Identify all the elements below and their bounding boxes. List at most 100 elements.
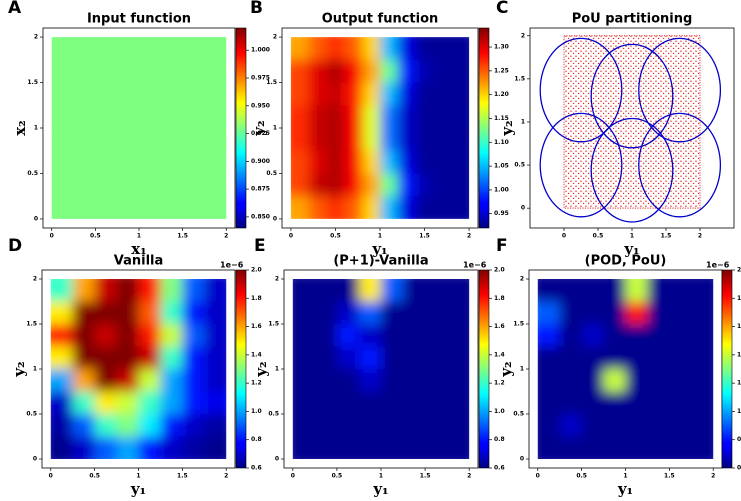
heatmap-cell <box>138 436 162 459</box>
heatmap-cell <box>362 59 381 84</box>
heatmap-cell <box>344 196 363 219</box>
y-tick-label: 1 <box>34 125 38 132</box>
y-tick-label: 2 <box>520 276 524 283</box>
x-axis-label: y₁ <box>130 480 146 498</box>
colorbar-tick-label: 1.05 <box>494 163 509 170</box>
heatmap-cell <box>447 324 470 348</box>
heatmap-cell <box>116 301 140 325</box>
heatmap-cell <box>380 37 399 61</box>
colorbar-tick-label: 1.6 <box>494 323 505 330</box>
heatmap-cell <box>182 391 205 415</box>
heatmap-cell <box>669 369 692 393</box>
heatmap-cells <box>50 279 227 459</box>
heatmap-cell <box>314 414 338 438</box>
heatmap-cell <box>204 301 227 325</box>
heatmap-cell <box>292 391 316 415</box>
heatmap-cell <box>72 324 96 348</box>
heatmap-cell <box>381 436 404 459</box>
heatmap-cell <box>415 59 435 84</box>
heatmap-cell <box>94 369 118 393</box>
heatmap-cell <box>381 301 404 325</box>
heatmap-cell <box>537 436 561 459</box>
y-tick-label: 1.5 <box>513 321 524 328</box>
x-axis-label: y₁ <box>372 480 388 498</box>
heatmap-cell <box>292 414 316 438</box>
heatmap-cell <box>451 173 470 197</box>
heatmap-cell <box>559 391 583 415</box>
x-tick-label: 0.5 <box>330 233 341 240</box>
heatmap-cell <box>290 150 310 175</box>
heatmap-cell <box>625 391 649 415</box>
y-tick-label: 0 <box>33 456 37 463</box>
heatmap-cell <box>314 436 338 459</box>
colorbar-tick-label: 1.30 <box>494 44 509 51</box>
x-tick-label: 2 <box>698 233 702 240</box>
sample-points <box>563 35 701 209</box>
heatmap-cell <box>72 391 96 415</box>
pou-circle <box>590 117 674 223</box>
panel-label: D <box>8 236 22 256</box>
heatmap-cell <box>326 105 345 129</box>
heatmap-cell <box>182 301 205 325</box>
heatmap-cell <box>403 301 426 325</box>
y-tick-label: 1.5 <box>268 321 279 328</box>
x-tick-label: 0.5 <box>89 473 100 480</box>
x-tick-label: 0.5 <box>593 233 604 240</box>
y-tick-label: 1 <box>520 366 524 373</box>
heatmap-cell <box>72 436 96 459</box>
panel-label: F <box>496 236 508 256</box>
colorbar <box>235 27 247 229</box>
heatmap-cell <box>336 279 360 303</box>
heatmap-cell <box>451 150 470 175</box>
heatmap-cell <box>647 346 670 370</box>
y-tick-label: 2 <box>34 34 38 41</box>
colorbar <box>235 269 247 469</box>
chart-title: PoU partitioning <box>572 12 693 27</box>
heatmap-cell <box>292 324 316 348</box>
heatmap-cell <box>447 301 470 325</box>
panel-label: C <box>496 0 508 18</box>
heatmap-cell <box>669 301 692 325</box>
heatmap-cell <box>433 173 452 197</box>
heatmap-cell <box>415 150 435 175</box>
heatmap-cell <box>603 436 627 459</box>
heatmap-cell <box>336 346 360 370</box>
heatmap-cell <box>447 436 470 459</box>
colorbar-tick-label: 1.2 <box>737 380 741 387</box>
heatmap-cell <box>204 324 227 348</box>
colorbar-tick-label: 1.10 <box>494 139 509 146</box>
heatmap-cell <box>344 105 363 129</box>
heatmap-cell <box>362 37 381 61</box>
heatmap-cell <box>397 37 417 61</box>
colorbar-tick-label: 1.00 <box>494 186 509 193</box>
heatmap-cell <box>344 82 363 106</box>
heatmap-cell <box>290 128 310 152</box>
heatmap-cell <box>537 301 561 325</box>
colorbar-tick-label: 1.0 <box>494 408 505 415</box>
panel-label: A <box>8 0 22 18</box>
heatmap-cell <box>204 369 227 393</box>
x-tick-label: 1 <box>623 473 627 480</box>
y-tick-label: 0.5 <box>266 170 277 177</box>
x-tick-label: 2 <box>467 473 471 480</box>
x-tick-label: 2 <box>224 473 228 480</box>
heatmap-cell <box>415 196 435 219</box>
colorbar-tick-label: 0.6 <box>737 465 741 472</box>
heatmap-cell <box>603 346 627 370</box>
x-tick-label: 1 <box>136 473 140 480</box>
x-tick-label: 0 <box>50 233 54 240</box>
panel: 0 0.5 1 1.5 2 0 0.5 1 1.5 2 Input function Ax₁ x₂ 0.8… <box>8 0 270 258</box>
heatmap-cell <box>581 346 605 370</box>
colorbar-tick-label: 2.0 <box>251 267 262 274</box>
heatmap-cell <box>380 128 399 152</box>
heatmap-cell <box>51 128 140 219</box>
heatmap-cell <box>380 173 399 197</box>
heatmap-cell <box>72 301 96 325</box>
y-tick-label: 0.5 <box>513 411 524 418</box>
heatmap-cell <box>603 414 627 438</box>
colorbar <box>721 269 733 469</box>
heatmap-cell <box>116 436 140 459</box>
colorbar-tick-label: 0.8 <box>737 436 741 443</box>
heatmap-cell <box>447 346 470 370</box>
heatmap-cell <box>292 369 316 393</box>
